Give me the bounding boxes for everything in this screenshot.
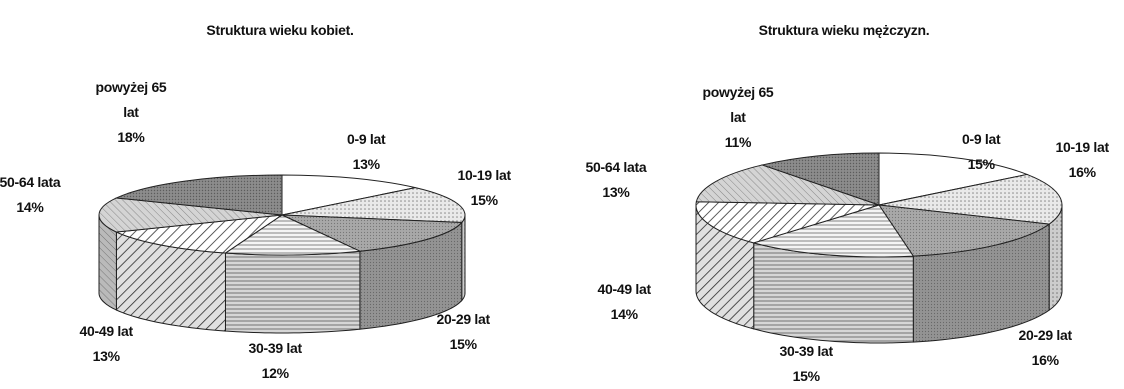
pie-top — [695, 152, 1063, 258]
slice-label-value: 16% — [1068, 164, 1096, 180]
slice-label-2: 20-29 lat 16% — [1018, 323, 1073, 373]
chart-title-men: Struktura wieku mężczyzn. — [758, 22, 930, 38]
slice-label-category: powyżej 65 — [95, 78, 167, 95]
slice-label-4: 40-49 lat 14% — [597, 277, 652, 327]
slice-label-category: 0-9 lat — [347, 131, 386, 147]
slice-label-category: 10-19 lat — [457, 167, 512, 183]
slice-label-0: 0-9 lat 13% — [347, 127, 386, 177]
pie-slice-0 — [281, 174, 416, 216]
pie-slice-1 — [281, 187, 466, 224]
pie-sides — [98, 214, 466, 334]
slice-label-category: 20-29 lat — [1018, 327, 1073, 343]
pie-chart-women: Struktura wieku kobiet. 0-9 lat 13% 10-19 … — [0, 0, 560, 387]
slice-label-value: 15% — [792, 368, 820, 384]
slice-label-value: 14% — [610, 306, 638, 322]
slice-label-value: 13% — [352, 156, 380, 172]
slice-label-category: 20-29 lat — [436, 311, 491, 327]
slice-label-1: 10-19 lat 15% — [457, 163, 512, 213]
slice-label-category: 50-64 lata — [585, 159, 647, 175]
slice-label-value: 15% — [470, 192, 498, 208]
chart-title-women: Struktura wieku kobiet. — [206, 22, 354, 38]
slice-label-value: 13% — [602, 184, 630, 200]
slice-label-value: 13% — [92, 348, 120, 364]
pie-slice-2 — [877, 204, 1051, 257]
slice-label-3: 30-39 lat 12% — [248, 336, 303, 386]
slice-label-category: 40-49 lat — [79, 323, 134, 339]
slice-label-category: 30-39 lat — [248, 340, 303, 356]
pie-slice-3 — [223, 214, 362, 256]
pie-slice-2 — [281, 214, 463, 252]
pie-slice-4 — [695, 201, 880, 244]
slice-label-category: 30-39 lat — [779, 343, 834, 359]
pie-slice-5 — [98, 197, 283, 233]
pie-top — [98, 174, 466, 256]
slice-label-value: 11% — [724, 133, 752, 150]
slice-label-category: lat — [730, 108, 746, 125]
pie-slice-5 — [695, 164, 880, 206]
slice-label-category: 0-9 lat — [962, 131, 1001, 147]
slice-label-value: 14% — [16, 199, 44, 215]
slice-label-6: powyżej 65 lat 18% — [96, 75, 167, 150]
slice-label-5: 50-64 lata 13% — [586, 155, 647, 205]
pie-chart-men: Struktura wieku mężczyzn. 0-9 lat 15% 10-1… — [564, 0, 1124, 387]
slice-label-category: 40-49 lat — [597, 281, 652, 297]
pie-slice-6 — [114, 174, 283, 216]
slice-label-value: 12% — [261, 365, 289, 381]
slice-label-category: lat — [123, 103, 139, 120]
slice-label-2: 20-29 lat 15% — [436, 307, 491, 357]
pie-slice-4 — [114, 214, 283, 254]
slice-label-3: 30-39 lat 15% — [779, 339, 834, 389]
slice-label-1: 10-19 lat 16% — [1055, 135, 1110, 185]
pie-plot-women — [98, 174, 466, 334]
pie-slice-1 — [878, 173, 1063, 225]
slice-label-category: 10-19 lat — [1055, 139, 1110, 155]
slice-label-value: 15% — [967, 156, 995, 172]
pie-slice-6 — [760, 152, 880, 206]
slice-label-5: 50-64 lata 14% — [0, 170, 61, 220]
slice-label-category: 50-64 lata — [0, 174, 61, 190]
slice-label-6: powyżej 65 lat 11% — [703, 80, 774, 155]
slice-label-0: 0-9 lat 15% — [962, 127, 1001, 177]
slice-label-value: 16% — [1031, 352, 1059, 368]
slice-label-value: 18% — [117, 128, 145, 145]
slice-label-category: powyżej 65 — [702, 83, 774, 100]
slice-label-value: 15% — [449, 336, 477, 352]
pie-slice-0 — [878, 152, 1029, 206]
pie-plot-men — [695, 152, 1063, 344]
pie-slice-3 — [751, 204, 915, 258]
slice-label-4: 40-49 lat 13% — [79, 319, 134, 369]
